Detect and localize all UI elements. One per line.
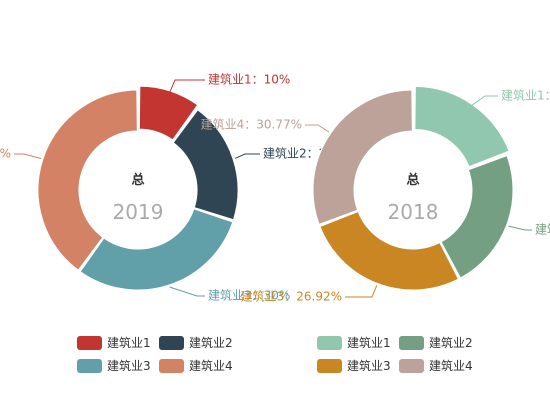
slice-建筑业1-2018[interactable] [414,85,510,168]
data-label: 建筑业4：30.77% [201,117,302,132]
leader-line [14,153,42,159]
legend-swatch [399,335,424,350]
legend-item[interactable]: 建筑业3 [317,357,391,374]
data-label: 建筑业3：30% [208,288,290,303]
slice-建筑业3-2019[interactable] [79,208,234,291]
legend-swatch [317,335,342,350]
legend-label: 建筑业2 [189,336,233,350]
donut-chart-2018: 建筑业1： 建筑业2： 建筑业3：26.92% 建筑业4：30.77% 总 2018 [201,85,550,304]
legend-swatch [159,335,184,350]
data-label: 建筑业1： [501,88,550,103]
legend-swatch [159,358,184,373]
legend-item[interactable]: 建筑业3 [77,357,151,374]
data-label: 建筑业1：10% [208,72,290,87]
slice-建筑业2-2018[interactable] [440,155,514,279]
legend-label: 建筑业2 [429,336,473,350]
leader-line [169,286,205,297]
leader-line [470,95,498,107]
slice-建筑业2-2019[interactable] [172,109,239,221]
legend-swatch [399,358,424,373]
legend-item[interactable]: 建筑业2 [159,334,233,351]
slice-建筑业3-2018[interactable] [319,210,460,291]
data-label: 建筑业3：26.92% [241,289,342,304]
data-label: 建筑业2： [535,222,550,237]
legend-swatch [77,358,102,373]
leader-line [345,285,378,298]
center-year: 2018 [388,200,439,224]
legend-label: 建筑业4 [429,359,473,373]
leader-line [169,79,205,94]
legend-label: 建筑业1 [347,336,391,350]
slice-建筑业1-2019[interactable] [138,85,199,141]
leader-line [305,124,330,133]
legend-item[interactable]: 建筑业1 [317,334,391,351]
slice-建筑业4-2018[interactable] [312,89,413,225]
legend-label: 建筑业1 [107,336,151,350]
legend-item[interactable]: 建筑业4 [159,357,233,374]
center-title: 总 [406,172,419,188]
legend-label: 建筑业4 [189,359,233,373]
legend-item[interactable]: 建筑业1 [77,334,151,351]
center-year: 2019 [113,200,164,224]
slice-建筑业4-2019[interactable] [37,89,138,271]
legend-item[interactable]: 建筑业4 [399,357,473,374]
leader-line [234,153,260,159]
legend-swatch [317,358,342,373]
data-label: 建筑业4：40% [0,146,11,161]
legend-label: 建筑业3 [347,359,391,373]
legend-swatch [77,335,102,350]
center-title: 总 [131,172,144,188]
legend-item[interactable]: 建筑业2 [399,334,473,351]
legend-label: 建筑业3 [107,359,151,373]
leader-line [508,225,532,231]
